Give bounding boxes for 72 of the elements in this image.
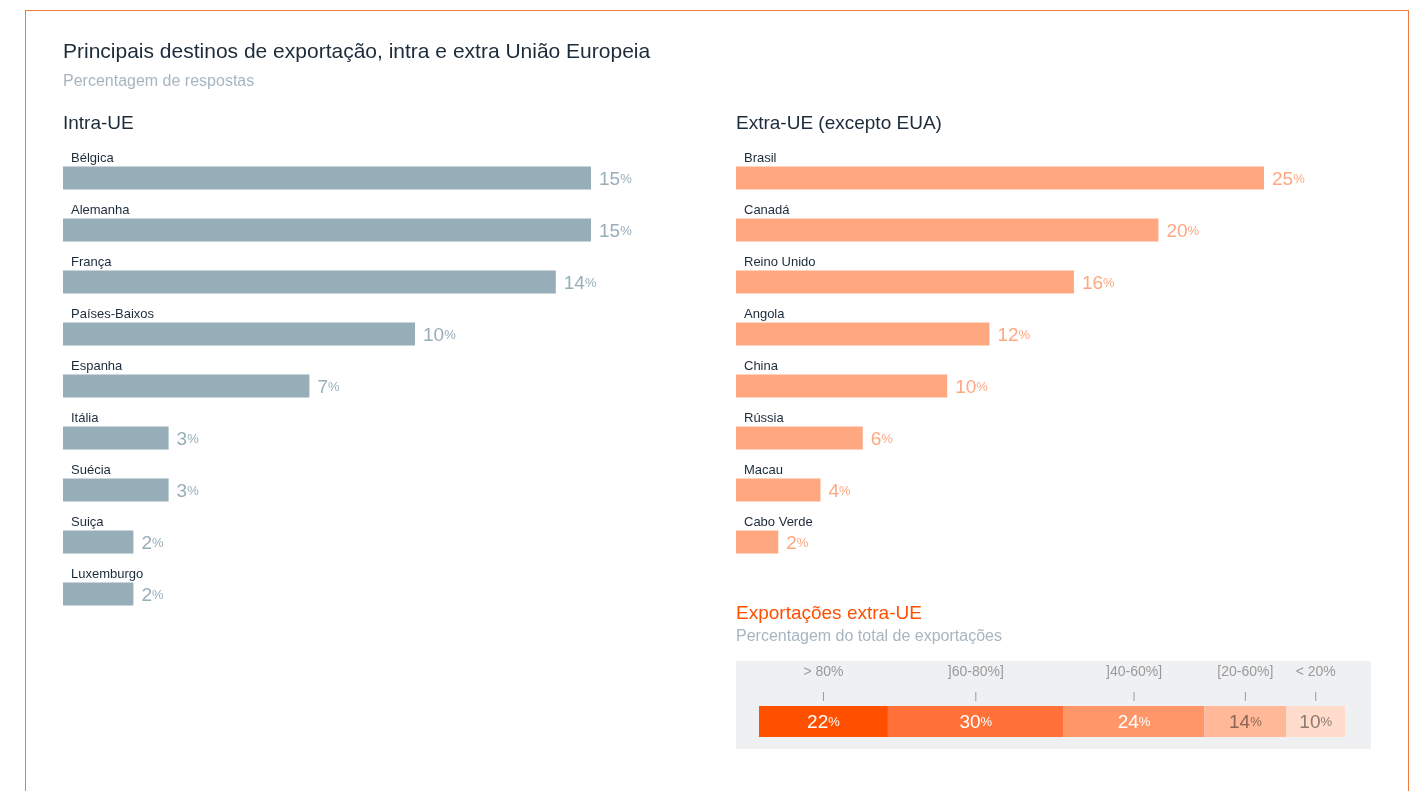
data-label: 10%	[423, 323, 457, 345]
y-tick-label: Suécia	[71, 462, 112, 477]
data-label: 2%	[141, 531, 164, 553]
y-tick-label: Luxemburgo	[71, 566, 144, 581]
data-label: 30%	[959, 711, 993, 732]
bar	[63, 322, 415, 346]
bar	[63, 582, 134, 606]
bar	[63, 270, 556, 294]
series-label: ]60-80%]	[947, 663, 1004, 679]
data-label: 12%	[997, 323, 1031, 345]
bar	[736, 218, 1159, 242]
bar	[1204, 706, 1287, 737]
chart-title: Exportações extra-UE	[736, 602, 922, 623]
bar	[736, 166, 1264, 190]
chart-subtitle: Percentagem do total de exportações	[736, 626, 1002, 644]
data-label: 14%	[563, 271, 597, 293]
y-tick-label: Macau	[744, 462, 784, 477]
data-label: 6%	[870, 427, 894, 449]
chart-subtitle: Percentagem de respostas	[63, 71, 255, 89]
data-label: 10%	[955, 375, 989, 397]
series-label: [20-60%]	[1217, 663, 1274, 679]
data-label: 24%	[1117, 711, 1151, 732]
y-tick-label: China	[744, 358, 779, 373]
series-label: > 80%	[803, 663, 844, 679]
bar	[736, 478, 821, 502]
annotation: Intra-UE	[63, 112, 134, 133]
bar	[759, 706, 888, 737]
bar	[736, 322, 990, 346]
y-tick-label: Suiça	[71, 514, 105, 529]
y-tick-label: Reino Unido	[744, 254, 816, 269]
y-tick-label: Rússia	[744, 410, 785, 425]
series-label: < 20%	[1295, 663, 1336, 679]
data-label: 2%	[141, 583, 164, 605]
data-label: 14%	[1229, 711, 1263, 732]
data-label: 3%	[176, 427, 200, 449]
y-tick-label: Canadá	[744, 202, 791, 217]
data-label: 4%	[828, 479, 852, 501]
y-tick-label: Cabo Verde	[744, 514, 813, 529]
bar	[63, 530, 134, 554]
series-label: ]40-60%]	[1106, 663, 1163, 679]
data-label: 7%	[317, 375, 340, 397]
bar	[736, 270, 1074, 294]
data-label: 25%	[1272, 167, 1306, 189]
data-label: 20%	[1166, 219, 1200, 241]
data-label: 16%	[1081, 271, 1116, 293]
data-label: 22%	[807, 711, 841, 732]
y-tick-label: Alemanha	[71, 202, 131, 217]
y-tick-label: Bélgica	[71, 150, 115, 165]
bar	[63, 374, 310, 398]
data-label: 15%	[599, 167, 633, 189]
bar	[736, 374, 948, 398]
bar	[63, 166, 591, 190]
y-tick-label: Brasil	[744, 150, 777, 165]
bar	[63, 478, 169, 502]
y-tick-label: Angola	[744, 306, 786, 321]
data-label: 3%	[176, 479, 200, 501]
y-tick-label: Países-Baixos	[71, 306, 155, 321]
bar	[63, 426, 169, 450]
chart-title: Principais destinos de exportação, intra e extra União Europeia	[63, 39, 651, 62]
bar	[887, 706, 1064, 737]
data-label: 10%	[1299, 711, 1333, 732]
y-tick-label: Itália	[71, 410, 100, 425]
data-label: 2%	[786, 531, 809, 553]
bar	[736, 530, 779, 554]
bar	[63, 218, 591, 242]
y-tick-label: Espanha	[71, 358, 124, 373]
data-label: 15%	[599, 219, 633, 241]
bar	[1063, 706, 1205, 737]
bar	[1286, 706, 1345, 737]
chart-title: Extra-UE (excepto EUA)	[736, 112, 942, 133]
bar	[736, 426, 863, 450]
y-tick-label: França	[71, 254, 113, 269]
